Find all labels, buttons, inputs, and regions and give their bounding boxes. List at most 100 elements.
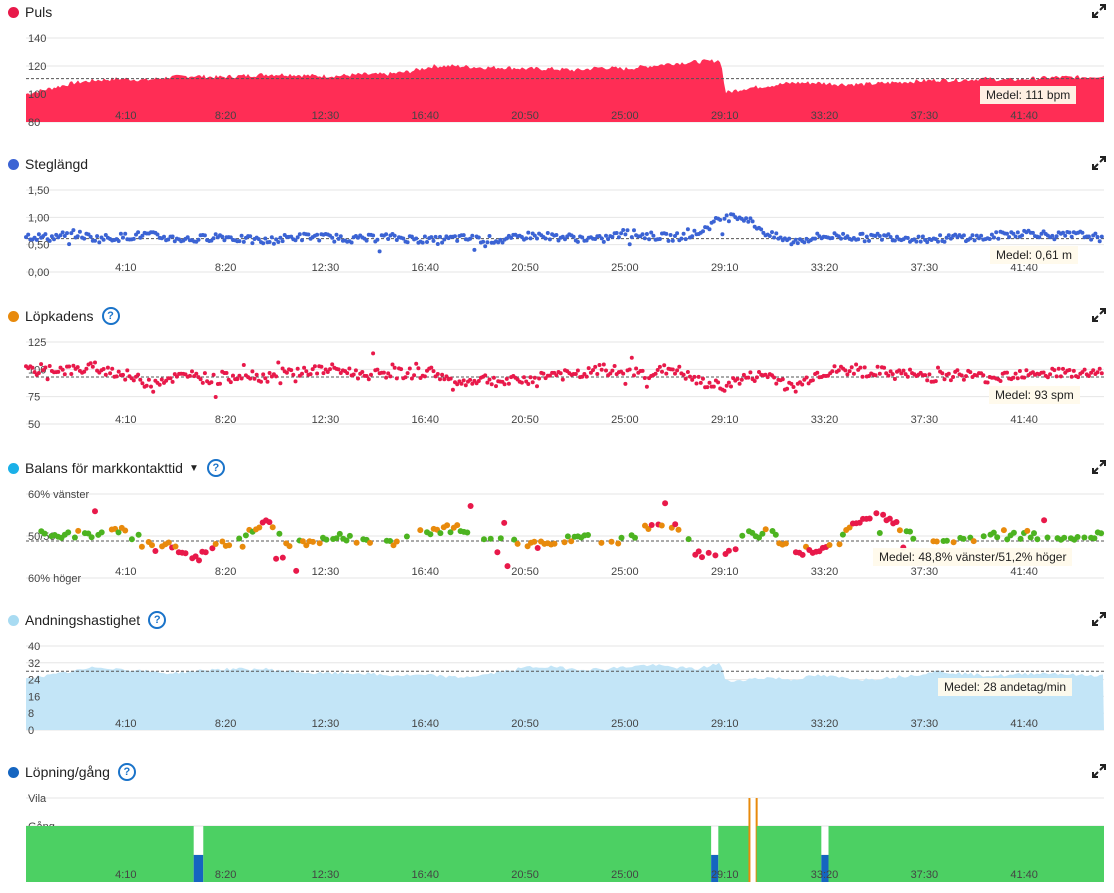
help-icon[interactable]: ? bbox=[148, 611, 167, 629]
lopkadens-point bbox=[644, 384, 649, 389]
lopkadens-point bbox=[1069, 374, 1074, 379]
steglangd-point bbox=[556, 238, 561, 243]
lopkadens-point bbox=[315, 371, 320, 376]
x-tick-label: 33:20 bbox=[811, 414, 839, 426]
balans-point bbox=[799, 551, 806, 558]
expand-icon[interactable] bbox=[1092, 308, 1106, 322]
x-tick-label: 37:30 bbox=[911, 869, 939, 881]
steglangd-panel: Steglängd 1,50 1,00 0,50 0,00 4:10 8:20 12:30 1… bbox=[0, 152, 1114, 304]
balans-point bbox=[1081, 534, 1088, 541]
expand-icon[interactable] bbox=[1092, 460, 1106, 474]
balans-point bbox=[732, 546, 739, 553]
balans-point bbox=[71, 534, 78, 541]
y-tick-label: 40 bbox=[28, 641, 40, 653]
steglangd-point bbox=[414, 236, 419, 241]
help-icon[interactable]: ? bbox=[206, 459, 225, 477]
steglangd-point bbox=[409, 234, 414, 239]
x-tick-label: 4:10 bbox=[115, 262, 136, 274]
steglangd-point bbox=[877, 234, 882, 238]
steglangd-point bbox=[267, 240, 272, 244]
help-icon[interactable]: ? bbox=[117, 763, 136, 781]
x-tick-label: 25:00 bbox=[611, 110, 639, 122]
lopkadens-point bbox=[888, 369, 893, 374]
x-tick-label: 41:40 bbox=[1010, 110, 1038, 122]
lopkadens-point bbox=[62, 372, 67, 377]
lopkadens-point bbox=[688, 374, 692, 379]
balans-point bbox=[269, 524, 276, 531]
steglangd-point bbox=[481, 239, 486, 244]
balans-point bbox=[608, 538, 615, 545]
gang-segment bbox=[193, 855, 204, 882]
lopkadens-point bbox=[321, 371, 326, 376]
lopkadens-point bbox=[810, 378, 815, 383]
lopkadens-point bbox=[461, 378, 466, 383]
balans-point bbox=[494, 549, 501, 556]
lopkadens-point bbox=[739, 377, 744, 382]
lopkadens-point bbox=[1071, 368, 1076, 373]
lopkadens-point bbox=[735, 376, 740, 381]
balans-point bbox=[990, 529, 997, 536]
lopkadens-point bbox=[369, 372, 373, 377]
lopkadens-point bbox=[729, 384, 733, 389]
lopkadens-point bbox=[30, 365, 35, 370]
dropdown-caret-icon[interactable]: ▼ bbox=[188, 462, 199, 474]
steglangd-point bbox=[1054, 234, 1059, 239]
balans-point bbox=[293, 567, 300, 574]
balans-point bbox=[675, 526, 682, 533]
lopkadens-point bbox=[144, 383, 149, 388]
steglangd-point bbox=[532, 233, 537, 238]
x-tick-label: 25:00 bbox=[611, 262, 639, 274]
y-tick-label: 24 bbox=[28, 675, 40, 687]
steglangd-point bbox=[431, 238, 436, 243]
lopkadens-point bbox=[276, 360, 281, 365]
lopkadens-point bbox=[435, 372, 440, 376]
puls-legend-dot bbox=[8, 6, 19, 18]
lopkadens-point bbox=[429, 365, 434, 370]
x-tick-label: 41:40 bbox=[1010, 262, 1038, 274]
x-tick-label: 33:20 bbox=[811, 869, 839, 881]
lopkadens-point bbox=[905, 374, 910, 379]
lopkadens-point bbox=[170, 379, 175, 384]
y-tick-label: 125 bbox=[28, 337, 46, 349]
lopkadens-point bbox=[190, 369, 194, 374]
x-tick-label: 33:20 bbox=[811, 262, 839, 274]
lopkadens-point bbox=[908, 367, 912, 372]
steglangd-point bbox=[88, 234, 93, 239]
andning-area bbox=[26, 662, 1104, 730]
help-icon[interactable]: ? bbox=[101, 307, 120, 325]
x-tick-label: 25:00 bbox=[611, 414, 639, 426]
balans-point bbox=[41, 530, 48, 537]
steglangd-point bbox=[772, 235, 777, 240]
balans-point bbox=[1024, 527, 1031, 534]
expand-icon[interactable] bbox=[1092, 156, 1106, 170]
balans-point bbox=[739, 532, 746, 539]
x-tick-label: 12:30 bbox=[312, 869, 340, 881]
steglangd-point bbox=[220, 234, 225, 239]
lopkadens-point bbox=[289, 368, 294, 373]
steglangd-point bbox=[936, 239, 940, 244]
steglangd-point bbox=[946, 233, 951, 238]
expand-icon[interactable] bbox=[1092, 4, 1106, 18]
balans-point bbox=[152, 548, 159, 554]
lopkadens-point bbox=[463, 383, 468, 388]
lopkadens-point bbox=[923, 373, 928, 378]
steglangd-point bbox=[483, 244, 488, 249]
lopkadens-point bbox=[849, 365, 854, 370]
balans-point bbox=[276, 530, 283, 537]
steglangd-point bbox=[196, 237, 201, 242]
lopkadens-point bbox=[1082, 367, 1087, 372]
lopkadens-point bbox=[366, 377, 371, 382]
lopkadens-point bbox=[123, 377, 128, 382]
balans-point bbox=[725, 547, 732, 554]
balans-point bbox=[467, 503, 474, 509]
lopkadens-point bbox=[716, 380, 721, 385]
steglangd-point bbox=[271, 241, 276, 246]
expand-icon[interactable] bbox=[1092, 764, 1106, 778]
steglangd-point bbox=[250, 241, 255, 246]
lopkadens-point bbox=[328, 367, 332, 372]
steglangd-point bbox=[75, 234, 80, 239]
expand-icon[interactable] bbox=[1092, 612, 1106, 626]
lopkadens-point bbox=[955, 368, 960, 373]
x-tick-label: 12:30 bbox=[312, 262, 340, 274]
balans-point bbox=[286, 543, 293, 550]
